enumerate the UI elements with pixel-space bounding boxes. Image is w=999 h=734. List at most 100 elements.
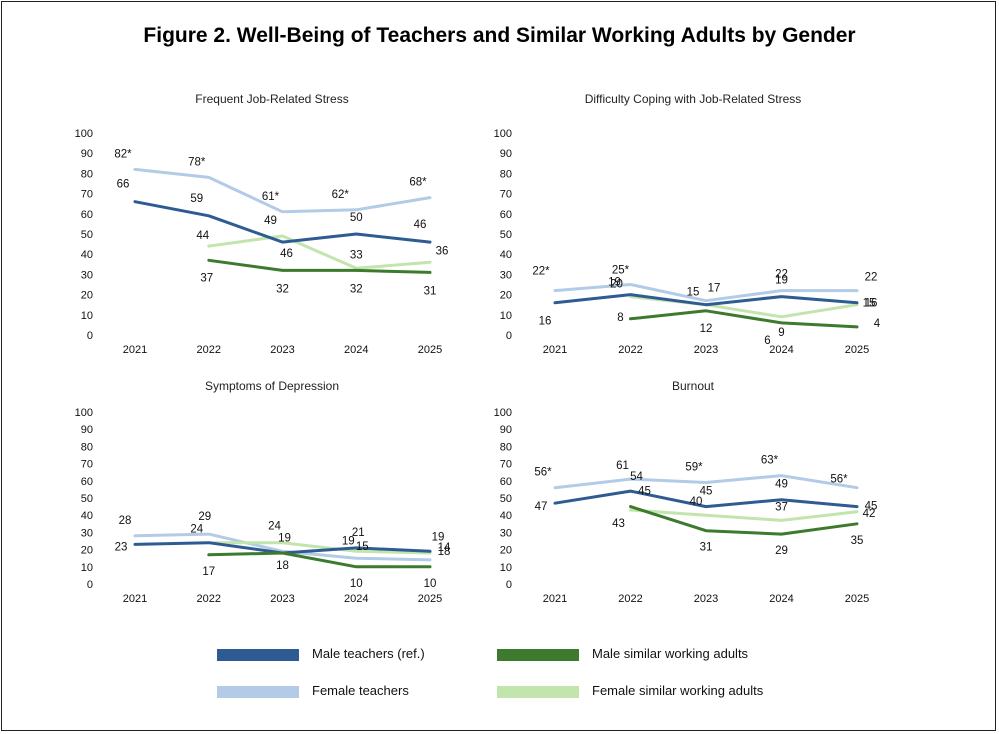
y-tick-label: 90	[500, 148, 512, 160]
series-line-female-teachers	[133, 532, 432, 562]
data-label-male-similar-working-adults: 37	[200, 272, 213, 284]
data-label-female-teachers: 22	[775, 269, 788, 281]
y-tick-label: 100	[75, 128, 93, 140]
data-label-male-similar-working-adults: 32	[276, 283, 289, 295]
x-tick-label: 2022	[197, 344, 221, 356]
series-line-female-similar-working-adults	[629, 508, 859, 522]
data-label-male-teachers-ref: 49	[775, 479, 788, 491]
y-tick-label: 70	[500, 189, 512, 201]
x-tick-label: 2023	[694, 344, 718, 356]
y-tick-label: 10	[500, 310, 512, 322]
series-line-male-teachers-ref	[553, 293, 859, 307]
data-label-female-similar-working-adults: 15	[863, 298, 876, 310]
data-label-male-teachers-ref: 47	[535, 501, 548, 513]
data-label-male-similar-working-adults: 10	[350, 578, 363, 590]
legend-label-female-teachers: Female teachers	[312, 683, 409, 698]
y-tick-label: 0	[87, 579, 93, 591]
x-tick-label: 2023	[694, 593, 718, 605]
x-tick-label: 2022	[197, 593, 221, 605]
data-label-female-similar-working-adults: 37	[775, 501, 788, 513]
data-label-female-teachers: 28	[119, 515, 132, 527]
legend-label-male-teachers: Male teachers (ref.)	[312, 646, 425, 661]
data-label-male-teachers-ref: 15	[687, 287, 700, 299]
data-label-female-similar-working-adults: 44	[196, 230, 209, 242]
legend-label-male-similar-adults: Male similar working adults	[592, 646, 749, 661]
x-tick-label: 2023	[270, 344, 294, 356]
data-label-male-teachers-ref: 23	[115, 541, 128, 553]
x-tick-label: 2021	[543, 344, 567, 356]
y-tick-label: 100	[494, 128, 512, 140]
y-tick-label: 40	[81, 249, 93, 261]
y-tick-label: 10	[81, 562, 93, 574]
data-label-male-similar-working-adults: 4	[874, 318, 881, 330]
y-tick-label: 50	[500, 493, 512, 505]
data-label-female-similar-working-adults: 36	[436, 245, 449, 257]
y-tick-label: 70	[81, 189, 93, 201]
data-label-female-similar-working-adults: 9	[778, 327, 784, 339]
data-label-male-teachers-ref: 66	[117, 179, 130, 191]
data-label-female-similar-working-adults: 19	[342, 535, 355, 547]
y-tick-label: 50	[81, 229, 93, 241]
data-label-male-similar-working-adults: 10	[424, 578, 437, 590]
y-tick-label: 40	[500, 510, 512, 522]
data-label-male-teachers-ref: 19	[775, 275, 788, 287]
x-tick-label: 2025	[845, 593, 869, 605]
y-tick-label: 20	[81, 545, 93, 557]
y-tick-label: 0	[506, 579, 512, 591]
data-label-female-teachers: 19	[278, 532, 291, 544]
data-label-female-teachers: 78*	[188, 156, 206, 168]
chart-panel-symptoms-of-depression: Symptoms of Depression 0 10 20 30 40 50 60 70 80 9…	[75, 379, 451, 605]
data-label-female-teachers: 82*	[114, 148, 132, 160]
panel-title: Frequent Job-Related Stress	[195, 92, 348, 106]
y-tick-label: 50	[81, 493, 93, 505]
series-line-female-teachers	[133, 167, 432, 214]
data-label-female-similar-working-adults: 18	[438, 546, 451, 558]
legend-swatch-female-teachers	[217, 686, 299, 698]
y-tick-label: 70	[81, 459, 93, 471]
series-line-male-similar-working-adults	[207, 258, 432, 274]
y-tick-label: 80	[500, 441, 512, 453]
y-tick-label: 90	[81, 424, 93, 436]
y-tick-label: 90	[500, 424, 512, 436]
y-tick-label: 40	[81, 510, 93, 522]
series-line-male-similar-working-adults	[629, 309, 859, 329]
data-label-female-teachers: 56*	[830, 474, 848, 486]
data-label-female-teachers: 68*	[409, 177, 427, 189]
y-tick-label: 20	[500, 290, 512, 302]
data-label-female-teachers: 22	[865, 272, 878, 284]
data-label-male-similar-working-adults: 32	[350, 283, 363, 295]
y-tick-label: 80	[81, 441, 93, 453]
y-tick-label: 60	[81, 209, 93, 221]
legend-swatch-male-teachers	[217, 649, 299, 661]
data-label-male-similar-working-adults: 12	[700, 323, 713, 335]
x-tick-label: 2022	[618, 593, 642, 605]
y-tick-label: 40	[500, 249, 512, 261]
panel-title: Symptoms of Depression	[205, 379, 339, 393]
y-tick-label: 0	[87, 330, 93, 342]
x-tick-label: 2022	[618, 344, 642, 356]
series-line-male-teachers-ref	[133, 200, 432, 244]
panel-title: Difficulty Coping with Job-Related Stres…	[585, 92, 802, 106]
x-tick-label: 2024	[344, 344, 368, 356]
x-tick-label: 2024	[769, 344, 793, 356]
legend-swatch-female-similar-adults	[497, 686, 579, 698]
data-label-female-teachers: 29	[198, 511, 211, 523]
x-tick-label: 2025	[418, 344, 442, 356]
data-label-male-similar-working-adults: 45	[638, 486, 651, 498]
y-tick-label: 50	[500, 229, 512, 241]
series-line-male-similar-working-adults	[207, 551, 432, 569]
data-label-male-teachers-ref: 54	[630, 471, 643, 483]
data-label-male-similar-working-adults: 31	[700, 542, 713, 554]
x-tick-label: 2023	[270, 593, 294, 605]
data-label-male-teachers-ref: 46	[414, 219, 427, 231]
data-label-female-teachers: 25*	[612, 265, 630, 277]
y-tick-label: 10	[81, 310, 93, 322]
data-label-female-teachers: 17	[708, 283, 721, 295]
y-tick-label: 100	[494, 407, 512, 419]
x-tick-label: 2021	[123, 344, 147, 356]
data-label-female-teachers: 62*	[332, 189, 350, 201]
y-tick-label: 60	[500, 209, 512, 221]
data-label-male-similar-working-adults: 8	[617, 312, 623, 324]
data-label-male-similar-working-adults: 6	[764, 335, 770, 347]
